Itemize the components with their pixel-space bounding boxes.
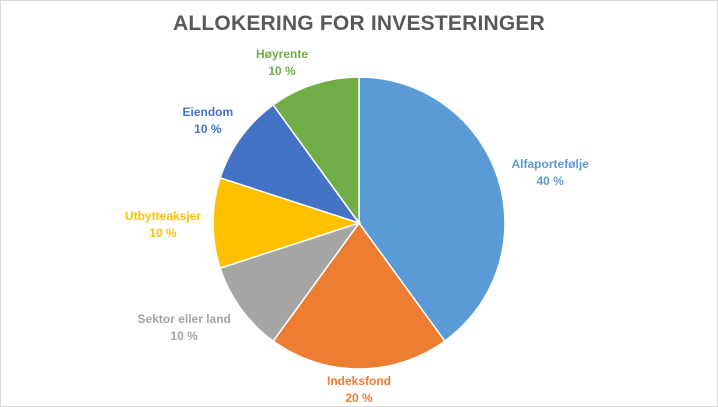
data-label-value: 10 %	[149, 226, 177, 240]
data-label-value: 40 %	[536, 174, 564, 188]
data-label: Sektor eller land 10 %	[138, 311, 231, 345]
data-label: Eiendom 10 %	[183, 104, 234, 138]
data-label-value: 10 %	[194, 122, 222, 136]
data-label-name: Utbytteaksjer	[125, 209, 202, 223]
data-label-name: Høyrente	[256, 47, 309, 61]
data-label-name: Indeksfond	[327, 374, 392, 388]
pie-slice-utbytteaksjer	[212, 176, 362, 270]
data-label-value: 10 %	[268, 64, 296, 78]
chart-title: ALLOKERING FOR INVESTERINGER	[173, 12, 545, 35]
pie-slice-alfaportefølje	[358, 76, 506, 343]
data-label-value: 20 %	[345, 391, 373, 405]
data-label: Utbytteaksjer 10 %	[125, 208, 201, 242]
data-label-name: Alfaportefølje	[511, 157, 589, 171]
pie-slice-høyrente	[272, 76, 360, 226]
data-label-value: 10 %	[170, 329, 198, 343]
pie-slice-indeksfond	[272, 221, 446, 370]
data-label: Alfaportefølje 40 %	[512, 156, 589, 190]
pie-slice-eiendom	[219, 103, 361, 225]
data-label-name: Eiendom	[182, 105, 234, 119]
data-label: Høyrente 10 %	[256, 46, 308, 80]
data-label-name: Sektor eller land	[137, 312, 231, 326]
pie-slice-sektor-eller-land	[219, 221, 361, 343]
data-label: Indeksfond 20 %	[327, 373, 391, 407]
